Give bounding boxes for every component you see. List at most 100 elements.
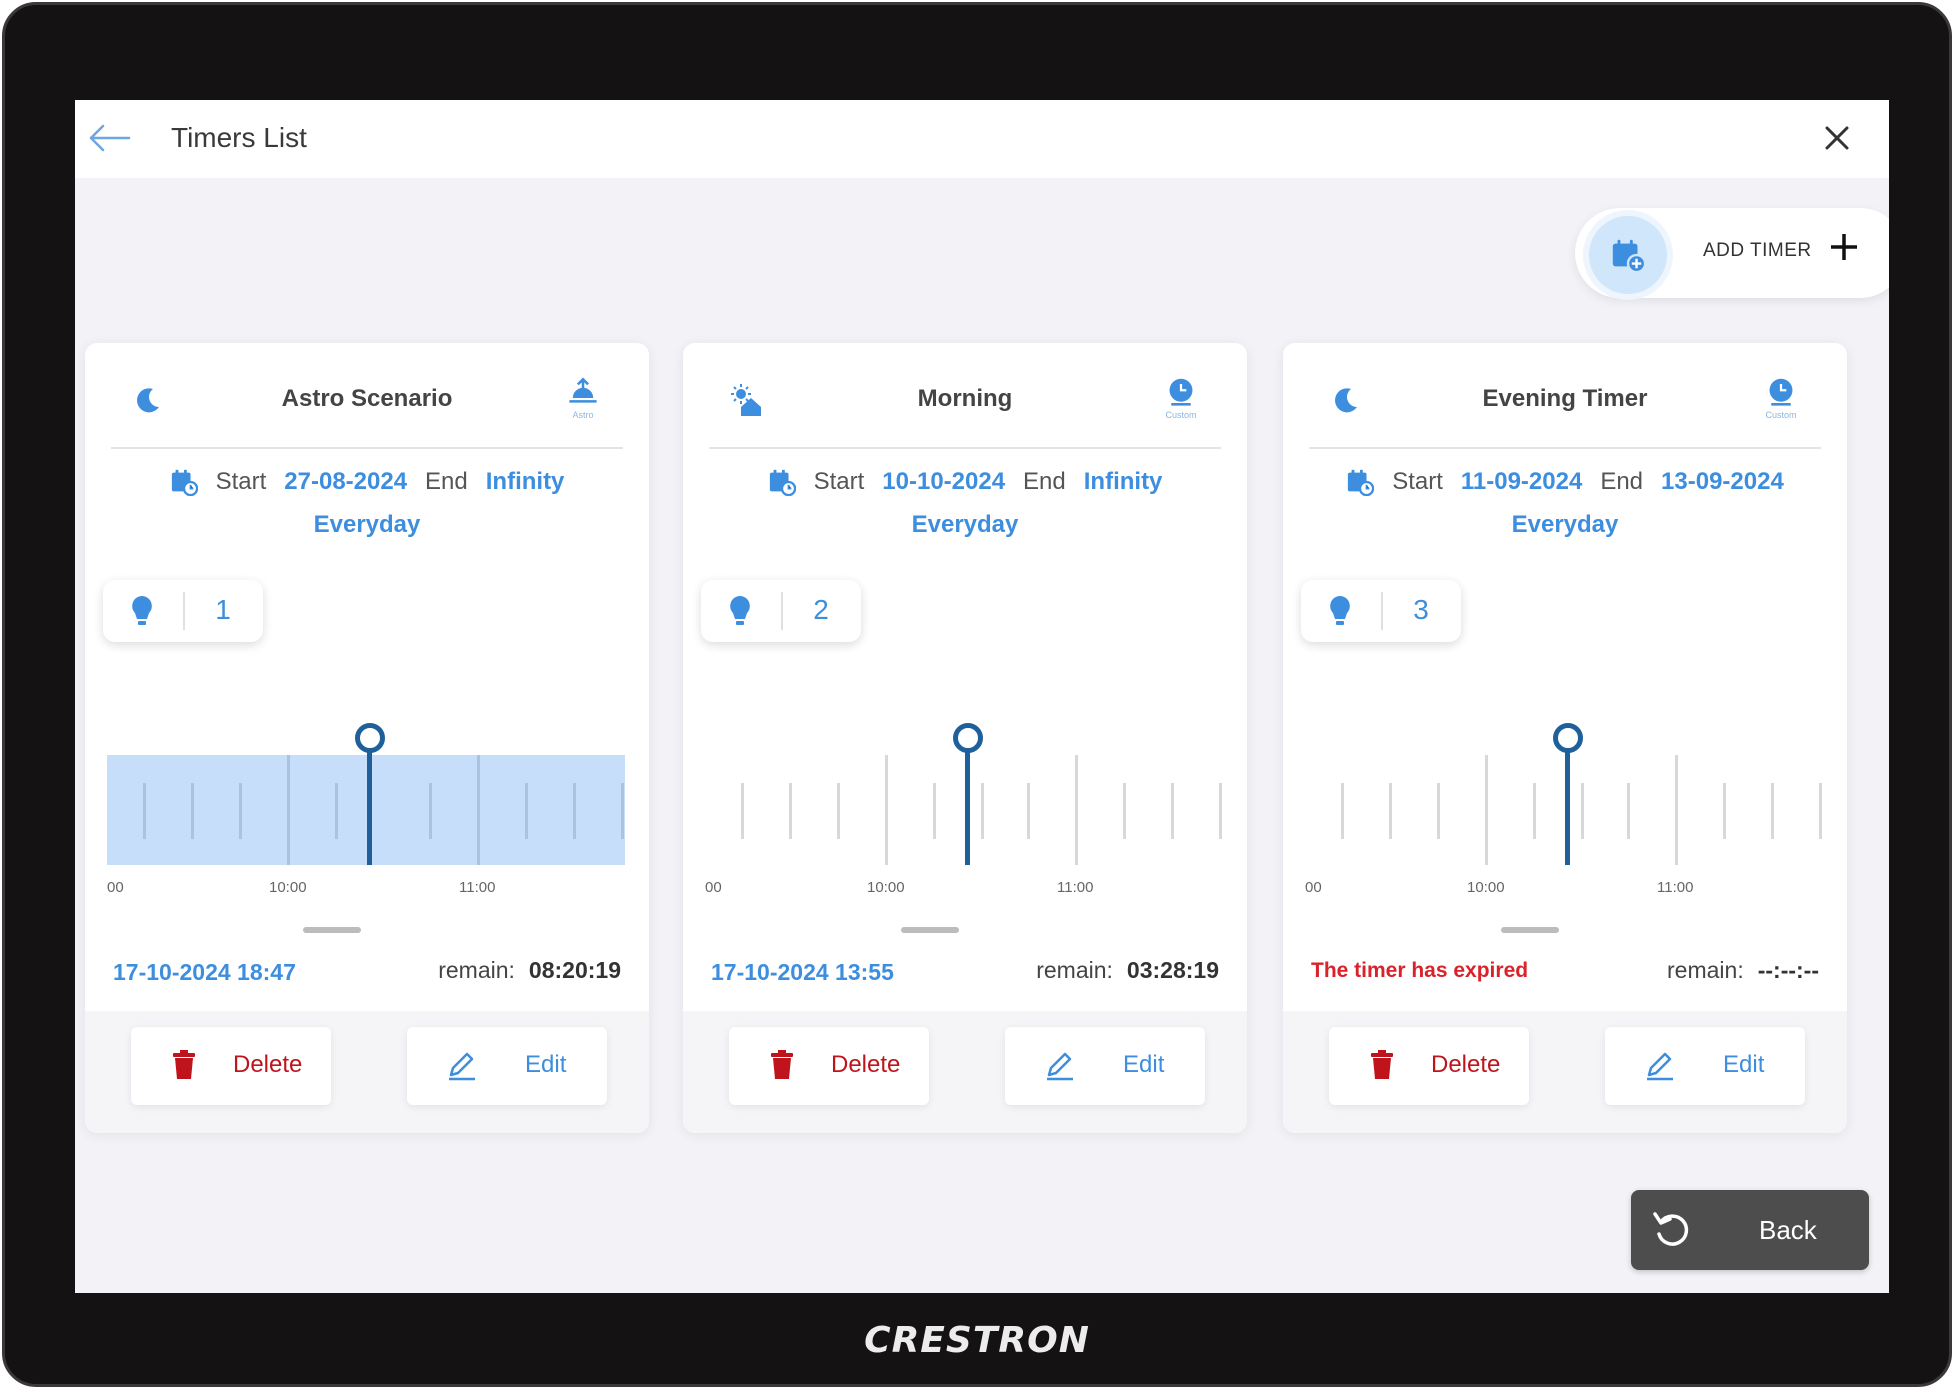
timeline-handle[interactable]: [953, 723, 983, 753]
calendar-clock-icon: [1348, 469, 1375, 496]
remain: remain: 03:28:19: [1036, 957, 1219, 984]
timeline-label: 11:00: [1657, 879, 1694, 896]
timeline-tick: [741, 783, 744, 839]
timeline-tick: [1723, 783, 1726, 839]
sun-home-icon: [731, 384, 761, 416]
timeline[interactable]: 00 10:00 11:00: [705, 723, 1225, 896]
trash-icon: [771, 1050, 793, 1079]
timeline-tick: [1627, 783, 1630, 839]
timeline-handle[interactable]: [1553, 723, 1583, 753]
timeline-label: 10:00: [269, 879, 307, 896]
remain: remain: 08:20:19: [438, 957, 621, 984]
start-date: 27-08-2024: [284, 468, 408, 495]
timeline-tick: [1485, 755, 1488, 865]
type-caption: Custom: [1765, 410, 1797, 420]
remain-label: remain:: [1667, 957, 1744, 983]
end-label: End: [1600, 468, 1644, 495]
timeline-handle-line: [367, 745, 372, 865]
calendar-add-icon: [1612, 239, 1647, 274]
repeat-text: Everyday: [1511, 511, 1619, 538]
pencil-icon: [1647, 1052, 1673, 1081]
end-date: 13-09-2024: [1661, 468, 1784, 495]
timeline-tick: [1341, 783, 1344, 839]
timeline-tick: [1675, 755, 1678, 865]
back-arrow-icon[interactable]: [87, 120, 131, 156]
remain-label: remain:: [1036, 957, 1113, 983]
trash-icon: [173, 1050, 195, 1079]
start-date: 10-10-2024: [882, 468, 1006, 495]
timeline-tick: [933, 783, 936, 839]
calendar-clock-icon: [171, 469, 198, 496]
light-count-badge[interactable]: 3: [1301, 580, 1461, 642]
close-icon[interactable]: [1817, 118, 1857, 158]
pencil-icon: [449, 1052, 475, 1081]
timeline-label: 10:00: [867, 879, 905, 896]
timeline-tick: [239, 783, 242, 839]
scrollbar[interactable]: [901, 927, 959, 933]
start-date: 11-09-2024: [1460, 468, 1583, 495]
edit-button[interactable]: Edit: [1005, 1027, 1205, 1105]
badge-separator: [781, 592, 783, 630]
remain-value: --:--:--: [1757, 957, 1819, 983]
timeline-label: 00: [1305, 879, 1322, 896]
light-count-badge[interactable]: 1: [103, 580, 263, 642]
next-run: 17-10-2024 13:55: [711, 959, 894, 985]
end-date: Infinity: [485, 468, 565, 495]
card-footer: Delete Edit: [683, 1011, 1247, 1133]
back-label: Back: [1759, 1215, 1817, 1245]
clock-icon: Custom: [1761, 377, 1801, 425]
timeline-handle[interactable]: [355, 723, 385, 753]
add-timer-button[interactable]: ADD TIMER: [1575, 208, 1889, 298]
timeline-tick: [1123, 783, 1126, 839]
timer-name: Morning: [917, 385, 1013, 412]
timeline-label: 00: [705, 879, 722, 896]
delete-button[interactable]: Delete: [729, 1027, 929, 1105]
touch-screen: Timers List ADD TIMER: [75, 100, 1889, 1293]
type-caption: Astro: [572, 410, 594, 420]
divider: [1309, 447, 1821, 449]
light-count-badge[interactable]: 2: [701, 580, 861, 642]
moon-icon: [137, 388, 159, 413]
type-caption: Custom: [1165, 410, 1197, 420]
remain-value: 03:28:19: [1126, 957, 1219, 983]
timeline-tick: [789, 783, 792, 839]
timeline-tick: [1819, 783, 1822, 839]
end-label: End: [425, 468, 468, 495]
scrollbar[interactable]: [303, 927, 361, 933]
edit-label: Edit: [525, 1051, 567, 1078]
header-bar: Timers List: [75, 100, 1889, 178]
timer-name: Evening Timer: [1482, 385, 1648, 412]
timeline-tick: [1437, 783, 1440, 839]
edit-button[interactable]: Edit: [407, 1027, 607, 1105]
light-count: 2: [813, 594, 829, 625]
calendar-clock-icon: [769, 469, 796, 496]
back-button[interactable]: Back: [1631, 1190, 1869, 1270]
timer-card: Evening Timer Custom Start 11-09-20: [1283, 343, 1847, 1133]
edit-label: Edit: [1123, 1051, 1165, 1078]
timeline-tick: [1075, 755, 1078, 865]
edit-button[interactable]: Edit: [1605, 1027, 1805, 1105]
bulb-icon: [730, 596, 750, 625]
scrollbar[interactable]: [1501, 927, 1559, 933]
badge-separator: [183, 592, 185, 630]
start-label: Start: [1392, 468, 1443, 495]
timeline[interactable]: 00 10:00 11:00: [107, 723, 627, 896]
delete-button[interactable]: Delete: [1329, 1027, 1529, 1105]
delete-button[interactable]: Delete: [131, 1027, 331, 1105]
timeline-tick: [837, 783, 840, 839]
start-label: Start: [215, 468, 267, 495]
edit-label: Edit: [1723, 1051, 1765, 1078]
timer-card: Morning Custom Start 10-10-2024: [683, 343, 1247, 1133]
card-footer: Delete Edit: [1283, 1011, 1847, 1133]
timeline-tick: [1581, 783, 1584, 839]
repeat-text: Everyday: [911, 511, 1019, 538]
bulb-icon: [1330, 596, 1350, 625]
timeline-tick: [525, 783, 528, 839]
timeline-label: 11:00: [1057, 879, 1094, 896]
astro-icon: Astro: [563, 377, 603, 425]
trash-icon: [1371, 1050, 1393, 1079]
timeline[interactable]: 00 10:00 11:00: [1305, 723, 1825, 896]
expired-status: The timer has expired: [1311, 959, 1529, 982]
light-count: 1: [215, 594, 231, 625]
